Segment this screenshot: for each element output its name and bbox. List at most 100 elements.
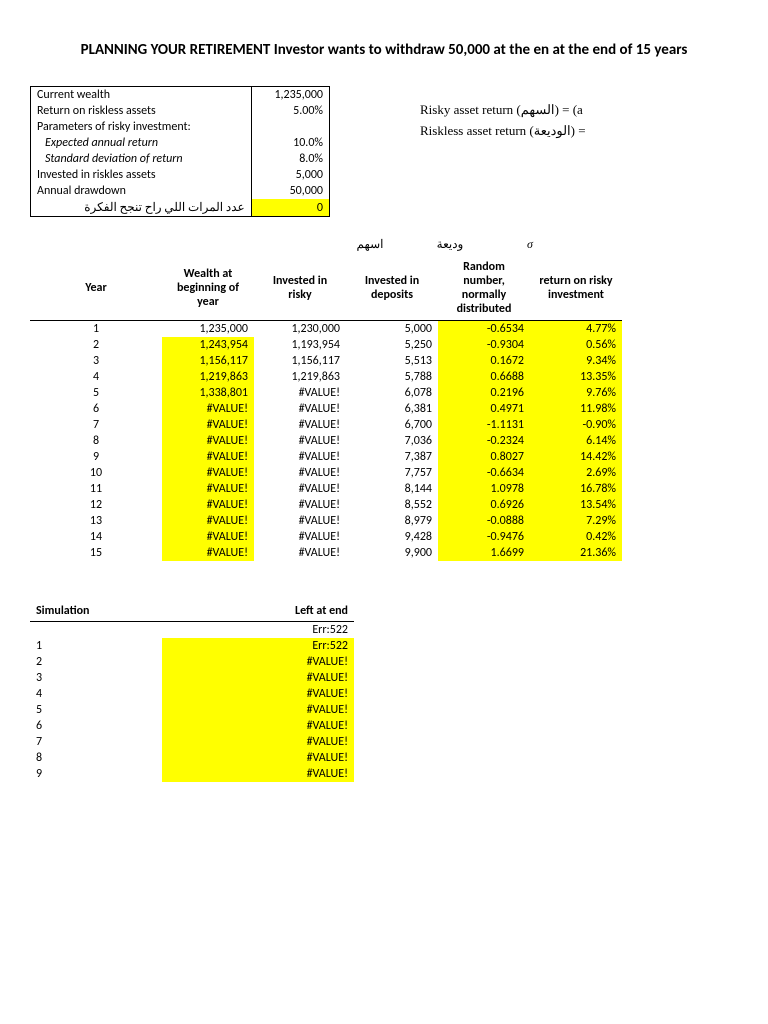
sim-row-value: #VALUE! (162, 734, 354, 750)
cell: 7,387 (346, 449, 438, 465)
table-row: 12#VALUE!#VALUE!8,5520.692613.54% (30, 497, 622, 513)
table-row: 31,156,1171,156,1175,5130.16729.34% (30, 353, 622, 369)
header-return: return on risky investment (530, 256, 622, 321)
cell: 13 (30, 513, 162, 529)
sim-row-value: Err:522 (162, 622, 354, 639)
label-risky-arabic: اسهم (330, 237, 410, 252)
table-row: 11,235,0001,230,0005,000-0.65344.77% (30, 321, 622, 338)
sim-row-label: 6 (30, 718, 162, 734)
cell: 9,428 (346, 529, 438, 545)
cell: 1,235,000 (162, 321, 254, 338)
cell: #VALUE! (254, 449, 346, 465)
cell: -0.90% (530, 417, 622, 433)
cell: #VALUE! (254, 401, 346, 417)
cell: 6,700 (346, 417, 438, 433)
cell: 8,979 (346, 513, 438, 529)
cell: 15 (30, 545, 162, 561)
cell: 9,900 (346, 545, 438, 561)
cell: 1,230,000 (254, 321, 346, 338)
cell: -0.9304 (438, 337, 530, 353)
cell: 21.36% (530, 545, 622, 561)
label-deposits-arabic: وديعة (410, 237, 490, 252)
cell: #VALUE! (254, 385, 346, 401)
param-label: Standard deviation of return (31, 151, 252, 167)
sim-row: 2#VALUE! (30, 654, 354, 670)
simulation-table: Simulation Left at end Err:5221Err:5222#… (30, 601, 354, 782)
cell: 8 (30, 433, 162, 449)
cell: 1,338,801 (162, 385, 254, 401)
table-row: 6#VALUE!#VALUE!6,3810.497111.98% (30, 401, 622, 417)
cell: 0.1672 (438, 353, 530, 369)
cell: -0.6534 (438, 321, 530, 338)
cell: 5 (30, 385, 162, 401)
sim-row: 1Err:522 (30, 638, 354, 654)
cell: 5,513 (346, 353, 438, 369)
cell: 7 (30, 417, 162, 433)
param-value: 0 (251, 199, 329, 217)
sim-row: 6#VALUE! (30, 718, 354, 734)
cell: 0.8027 (438, 449, 530, 465)
table-row: 9#VALUE!#VALUE!7,3870.802714.42% (30, 449, 622, 465)
cell: 14.42% (530, 449, 622, 465)
cell: #VALUE! (254, 481, 346, 497)
sim-row-value: #VALUE! (162, 654, 354, 670)
cell: 1,156,117 (254, 353, 346, 369)
param-value (251, 119, 329, 135)
cell: 3 (30, 353, 162, 369)
cell: -0.2324 (438, 433, 530, 449)
header-invested-deposits: Invested in deposits (346, 256, 438, 321)
table-row: 41,219,8631,219,8635,7880.668813.35% (30, 369, 622, 385)
cell: -1.1131 (438, 417, 530, 433)
cell: #VALUE! (162, 481, 254, 497)
cell: #VALUE! (162, 513, 254, 529)
yearly-table: Year Wealth at beginning of year Investe… (30, 256, 622, 561)
header-random: Random number, normally distributed (438, 256, 530, 321)
table-row: 7#VALUE!#VALUE!6,700-1.1131-0.90% (30, 417, 622, 433)
simulation-section: Simulation Left at end Err:5221Err:5222#… (30, 601, 738, 782)
sim-row-label: 8 (30, 750, 162, 766)
cell: 9.34% (530, 353, 622, 369)
sim-row: 4#VALUE! (30, 686, 354, 702)
page-title: PLANNING YOUR RETIREMENT Investor wants … (30, 40, 738, 61)
table-row: 51,338,801#VALUE!6,0780.21969.76% (30, 385, 622, 401)
param-label: Return on riskless assets (31, 103, 252, 119)
cell: 1.6699 (438, 545, 530, 561)
sim-row: 5#VALUE! (30, 702, 354, 718)
cell: 1,219,863 (162, 369, 254, 385)
param-value: 8.0% (251, 151, 329, 167)
param-value: 10.0% (251, 135, 329, 151)
cell: 13.35% (530, 369, 622, 385)
cell: 0.6926 (438, 497, 530, 513)
cell: 11 (30, 481, 162, 497)
side-note-riskless: Riskless asset return (الوديعة) = (420, 121, 586, 142)
cell: 11.98% (530, 401, 622, 417)
cell: #VALUE! (162, 417, 254, 433)
param-label: Parameters of risky investment: (31, 119, 252, 135)
cell: #VALUE! (162, 497, 254, 513)
cell: -0.9476 (438, 529, 530, 545)
param-label: Current wealth (31, 87, 252, 104)
cell: 2.69% (530, 465, 622, 481)
sim-row-label: 9 (30, 766, 162, 782)
cell: #VALUE! (254, 545, 346, 561)
param-value: 5,000 (251, 167, 329, 183)
side-note-risky: Risky asset return (السهم) = (a (420, 100, 586, 121)
table-row: 8#VALUE!#VALUE!7,036-0.23246.14% (30, 433, 622, 449)
cell: #VALUE! (162, 529, 254, 545)
cell: #VALUE! (162, 449, 254, 465)
top-section: Current wealth1,235,000Return on riskles… (30, 86, 738, 217)
cell: -0.6634 (438, 465, 530, 481)
sim-row-value: #VALUE! (162, 766, 354, 782)
param-label: Expected annual return (31, 135, 252, 151)
cell: 4.77% (530, 321, 622, 338)
sim-row: 3#VALUE! (30, 670, 354, 686)
cell: 9.76% (530, 385, 622, 401)
cell: 5,250 (346, 337, 438, 353)
sim-row-label: 7 (30, 734, 162, 750)
cell: 9 (30, 449, 162, 465)
cell: -0.0888 (438, 513, 530, 529)
cell: 12 (30, 497, 162, 513)
table-row: 11#VALUE!#VALUE!8,1441.097816.78% (30, 481, 622, 497)
sim-row-value: #VALUE! (162, 702, 354, 718)
cell: 1,193,954 (254, 337, 346, 353)
